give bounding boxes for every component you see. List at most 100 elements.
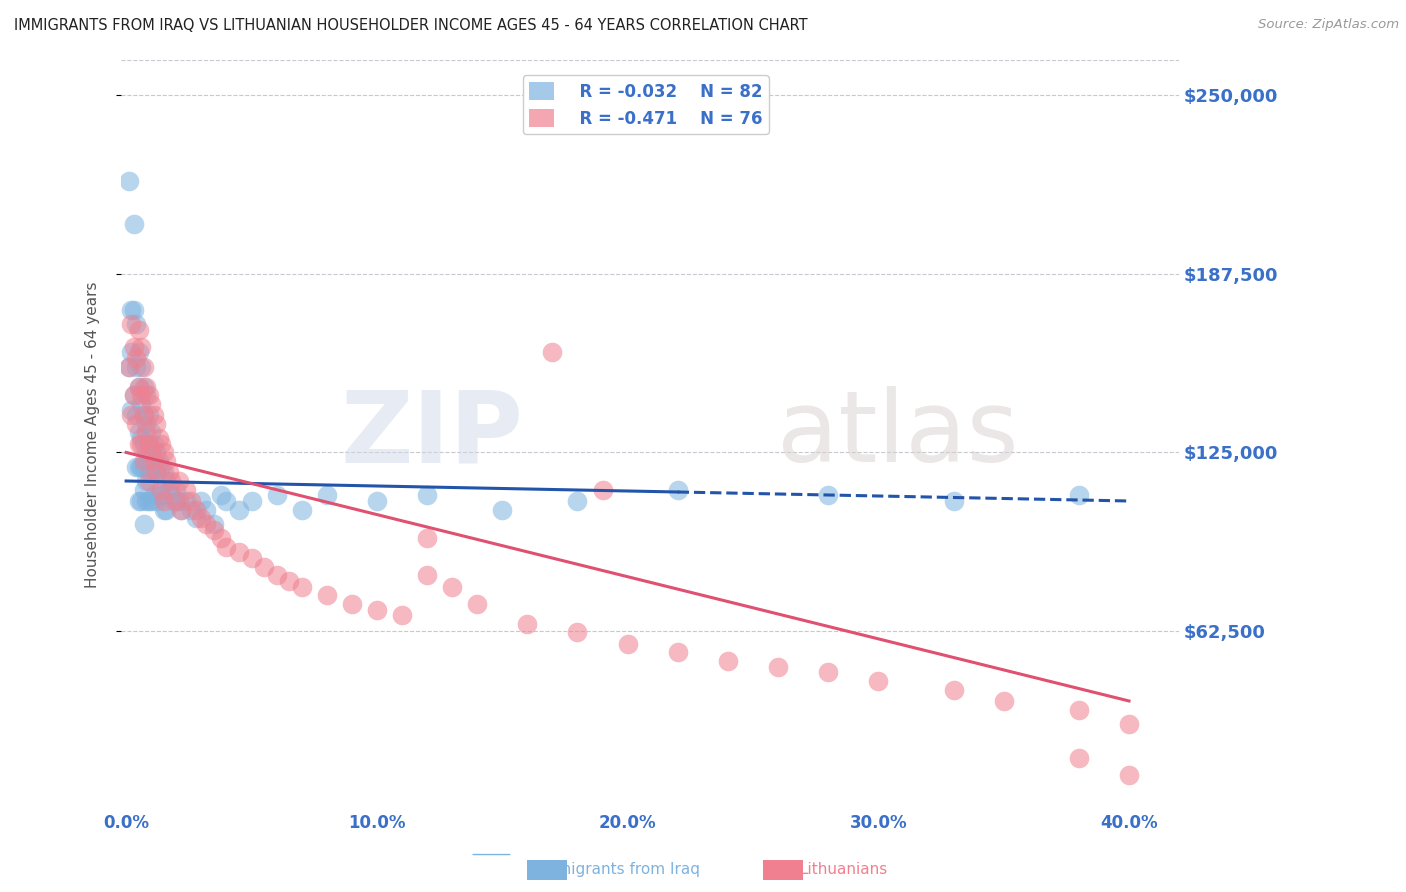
Text: Immigrants from Iraq: Immigrants from Iraq [537,863,700,877]
Point [120,409,142,423]
Point [129,437,152,451]
Point [118,359,141,374]
Point [132,437,155,451]
Point [202,516,225,531]
Point [128,459,150,474]
Point [186,502,208,516]
Point [155,474,177,488]
Point [138,466,160,480]
Point [167,474,190,488]
Point [128,380,150,394]
Point [160,488,183,502]
Point [157,483,180,497]
Point [125,459,148,474]
Point [291,502,314,516]
Point [142,454,165,468]
Point [138,494,160,508]
Point [315,488,337,502]
Point [129,459,152,474]
Point [125,351,148,366]
Point [190,511,212,525]
Point [315,588,337,602]
Point [391,608,413,623]
Point [145,494,167,508]
Point [128,494,150,508]
Point [567,494,589,508]
Point [176,494,198,508]
Text: IMMIGRANTS FROM IRAQ VS LITHUANIAN HOUSEHOLDER INCOME AGES 45 - 64 YEARS CORRELA: IMMIGRANTS FROM IRAQ VS LITHUANIAN HOUSE… [14,18,807,33]
Point [266,488,288,502]
Point [122,388,145,402]
Point [266,568,288,582]
Point [165,483,187,497]
Point [135,425,157,440]
Point [138,409,160,423]
Point [118,174,141,188]
Point [186,511,208,525]
Point [167,494,190,508]
Y-axis label: Householder Income Ages 45 - 64 years: Householder Income Ages 45 - 64 years [86,281,100,588]
Point [120,402,142,417]
Point [152,445,174,459]
Point [291,580,314,594]
Point [616,637,638,651]
Point [129,494,152,508]
Point [125,417,148,431]
Point [141,466,163,480]
Point [138,437,160,451]
Point [125,409,148,423]
Point [228,545,250,559]
Point [122,340,145,354]
Point [176,483,198,497]
Point [132,409,155,423]
Point [541,345,564,359]
Point [128,437,150,451]
Point [129,397,152,411]
Point [993,694,1015,708]
Point [666,483,689,497]
Point [240,551,263,566]
Point [717,654,740,668]
Point [128,425,150,440]
Point [125,359,148,374]
Point [868,673,890,688]
Point [366,494,388,508]
Point [135,380,157,394]
Text: ZIP: ZIP [340,386,523,483]
Point [118,359,141,374]
Point [120,317,142,331]
Point [125,317,148,331]
Point [132,459,155,474]
Point [567,625,589,640]
Point [516,616,538,631]
Point [145,466,167,480]
Point [152,502,174,516]
Point [228,502,250,516]
Point [491,502,513,516]
Point [215,494,238,508]
Point [180,502,202,516]
Point [120,345,142,359]
Point [135,445,157,459]
Point [592,483,614,497]
Point [132,483,155,497]
Point [817,488,839,502]
Point [145,445,167,459]
Point [120,302,142,317]
Point [138,474,160,488]
Text: atlas: atlas [778,386,1019,483]
Point [152,494,174,508]
Point [132,454,155,468]
Point [135,494,157,508]
Point [132,516,155,531]
Text: Lithuanians: Lithuanians [800,863,887,877]
Point [135,474,157,488]
Point [180,494,202,508]
Point [132,380,155,394]
Point [141,494,163,508]
Point [145,466,167,480]
Point [1067,751,1090,765]
Point [165,494,187,508]
Point [278,574,301,588]
Point [416,568,439,582]
